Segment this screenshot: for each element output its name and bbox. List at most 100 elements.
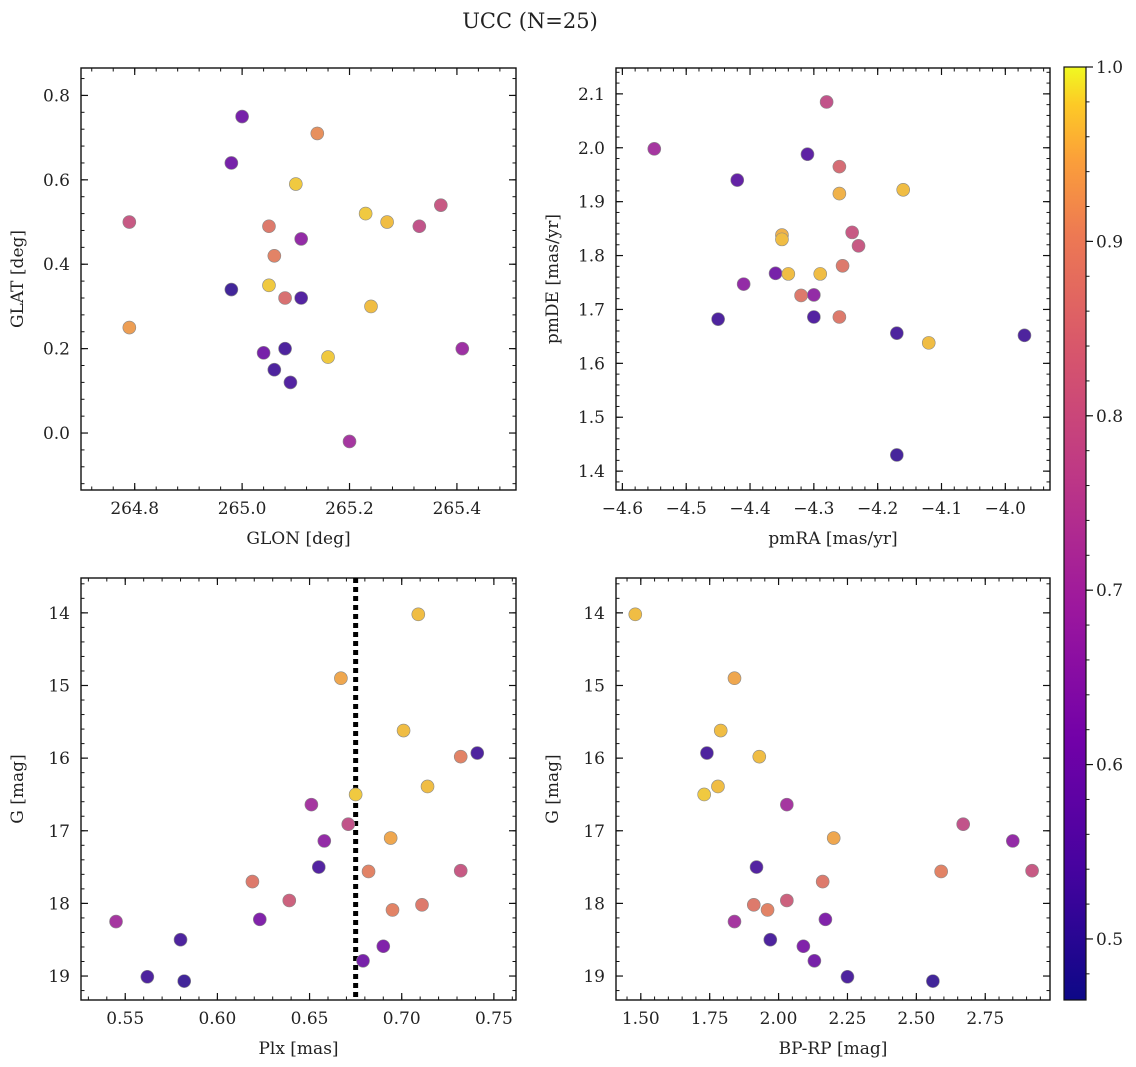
- x-tick-label: −4.1: [921, 499, 962, 519]
- scatter-point: [289, 177, 303, 191]
- scatter-point: [1005, 834, 1020, 848]
- y-tick-label: 0.0: [43, 424, 70, 444]
- y-tick-label: 15: [48, 676, 70, 696]
- axes-frame: [80, 577, 517, 1001]
- scatter-point: [122, 215, 137, 229]
- x-tick-label: 2.75: [966, 1009, 1004, 1029]
- colorbar-tick-label: 0.7: [1096, 581, 1123, 601]
- scatter-point: [807, 310, 821, 324]
- scatter-point: [283, 375, 298, 390]
- scatter-point: [376, 939, 391, 954]
- scatter-point: [800, 147, 815, 162]
- scatter-point: [890, 326, 904, 340]
- scatter-point: [730, 173, 745, 187]
- scatter-point: [109, 914, 123, 929]
- scatter-point: [647, 142, 662, 156]
- scatter-point: [1017, 328, 1032, 343]
- x-tick-label: 0.55: [106, 1009, 144, 1029]
- scatter-point: [310, 126, 325, 141]
- colorbar-tick-label: 1.0: [1096, 58, 1123, 78]
- y-tick-label: 1.8: [578, 247, 605, 267]
- x-tick-label: 1.50: [622, 1009, 660, 1029]
- scatter-point: [926, 974, 940, 988]
- y-tick-label: 14: [48, 604, 70, 624]
- x-tick-label: 264.8: [110, 499, 159, 519]
- x-tick-label: 265.0: [218, 499, 267, 519]
- scatter-point: [713, 723, 728, 738]
- scatter-point: [819, 95, 834, 109]
- y-tick-label: 14: [583, 604, 605, 624]
- scatter-point: [278, 291, 292, 305]
- y-tick-label: 18: [583, 894, 605, 914]
- panel-plx-g: 0.55 0.60 0.65 0.70 0.75 14 15 16 17 18 19 Plx [mas…: [8, 577, 517, 1059]
- scatter-point: [361, 864, 376, 879]
- y-tick-label: 16: [48, 749, 70, 769]
- scatter-point: [711, 779, 725, 794]
- scatter-point: [235, 109, 249, 124]
- colorbar-tick-label: 0.5: [1096, 930, 1123, 950]
- scatter-point: [224, 156, 239, 170]
- scatter-point: [224, 282, 239, 297]
- y-tick-label: 17: [583, 822, 605, 842]
- y-tick-label: 2.0: [578, 139, 605, 159]
- scatter-point: [140, 969, 155, 984]
- scatter-point: [267, 362, 282, 377]
- y-tick-label: 17: [48, 822, 70, 842]
- x-tick-label: 2.50: [897, 1009, 935, 1029]
- y-tick-label: 0.4: [43, 255, 70, 275]
- scatter-point: [826, 831, 841, 845]
- scatter-point: [760, 903, 775, 917]
- scatter-point: [262, 219, 276, 234]
- scatter-point: [832, 159, 847, 174]
- y-tick-label: 2.1: [578, 85, 605, 105]
- scatter-point: [896, 183, 911, 197]
- scatter-point: [470, 746, 485, 760]
- scatter-point: [818, 912, 833, 927]
- scatter-point: [177, 974, 192, 988]
- scatter-point: [341, 817, 356, 832]
- scatter-point: [278, 341, 292, 356]
- axes-frame: [615, 67, 1051, 491]
- scatter-point: [727, 914, 742, 929]
- scatter-point: [768, 266, 783, 281]
- scatter-point: [921, 336, 936, 350]
- scatter-point: [851, 239, 866, 253]
- scatter-point: [749, 860, 764, 874]
- scatter-point: [262, 278, 276, 293]
- y-axis-label: G [mag]: [8, 754, 28, 823]
- scatter-point: [311, 860, 326, 874]
- scatter-point: [746, 898, 761, 912]
- y-tick-label: 1.5: [578, 408, 605, 428]
- scatter-point: [807, 288, 821, 302]
- y-tick-label: 19: [48, 967, 70, 987]
- panel-bprp-g: 1.50 1.75 2.00 2.25 2.50 2.75 14 15 16 17 18 19 BP-R…: [543, 577, 1051, 1059]
- y-tick-label: 1.9: [578, 193, 605, 213]
- scatter-point: [752, 749, 767, 764]
- scatter-point: [890, 448, 904, 462]
- scatter-point: [763, 932, 778, 947]
- scatter-point: [956, 817, 971, 832]
- x-tick-label: 0.70: [383, 1009, 421, 1029]
- y-tick-label: 0.2: [43, 340, 70, 360]
- scatter-point: [317, 834, 332, 848]
- scatter-point: [383, 831, 398, 845]
- scatter-point: [1025, 863, 1039, 878]
- colorbar: 0.5 0.6 0.7 0.8 0.9 1.0: [1063, 58, 1123, 1001]
- y-tick-label: 16: [583, 749, 605, 769]
- y-tick-label: 18: [48, 894, 70, 914]
- scatter-point: [775, 232, 789, 247]
- x-tick-label: 265.2: [325, 499, 374, 519]
- scatter-point: [736, 277, 751, 291]
- y-axis-label: G [mag]: [543, 754, 563, 823]
- y-tick-label: 1.4: [578, 462, 605, 482]
- scatter-point: [415, 898, 429, 912]
- scatter-point: [700, 746, 714, 760]
- x-tick-label: −4.2: [857, 499, 898, 519]
- scatter-point: [356, 953, 370, 968]
- scatter-point: [252, 912, 267, 927]
- x-tick-label: 2.25: [829, 1009, 867, 1029]
- y-tick-label: 15: [583, 676, 605, 696]
- scatter-point: [380, 215, 394, 229]
- panel-glon-glat: 264.8 265.0 265.2 265.4 0.0 0.2 0.4 0.6 0.8 GLON …: [8, 67, 517, 549]
